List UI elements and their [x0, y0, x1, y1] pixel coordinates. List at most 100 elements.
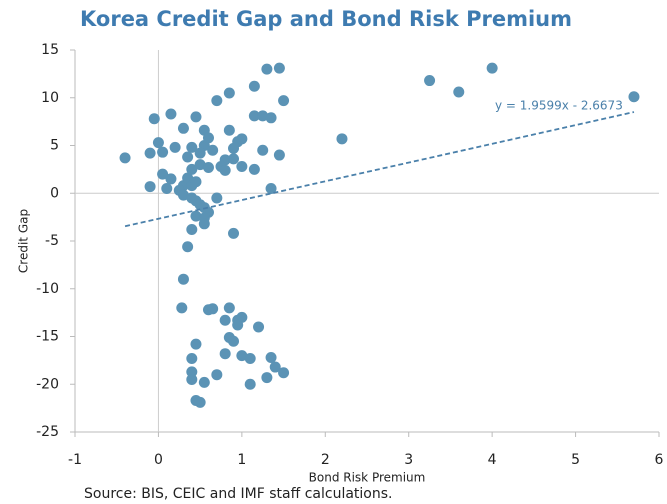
x-tick-label: 3: [404, 452, 413, 468]
point: [223, 302, 235, 314]
x-tick-label: 5: [571, 452, 580, 468]
point: [177, 189, 189, 201]
point: [157, 146, 169, 158]
point: [261, 63, 273, 75]
point: [244, 378, 256, 390]
x-tick-label: 6: [655, 452, 664, 468]
point: [169, 141, 181, 153]
x-axis-label: Bond Risk Premium: [309, 471, 426, 485]
point: [248, 80, 260, 92]
x-tick-label: -1: [68, 452, 82, 468]
point: [273, 62, 285, 74]
point: [219, 164, 231, 176]
point: [148, 113, 160, 125]
point: [190, 338, 202, 350]
point: [211, 369, 223, 381]
point: [202, 132, 214, 144]
source-note: Source: BIS, CEIC and IMF staff calculat…: [84, 486, 392, 502]
point: [198, 218, 210, 230]
point: [177, 273, 189, 285]
point: [228, 227, 240, 239]
point: [177, 122, 189, 134]
point: [144, 181, 156, 193]
x-tick-label: 4: [488, 452, 497, 468]
point: [202, 161, 214, 173]
point: [223, 87, 235, 99]
y-tick-label: -20: [36, 376, 59, 392]
y-tick-label: 5: [50, 138, 59, 154]
point: [219, 348, 231, 360]
point: [236, 161, 248, 173]
point: [223, 124, 235, 136]
point: [278, 367, 290, 379]
point: [248, 163, 260, 175]
point: [198, 376, 210, 388]
point: [253, 321, 265, 333]
point: [278, 95, 290, 107]
point: [186, 163, 198, 175]
point: [424, 75, 436, 87]
y-tick-label: 15: [41, 42, 59, 58]
point: [190, 176, 202, 188]
point: [269, 361, 281, 373]
chart-title: Korea Credit Gap and Bond Risk Premium: [80, 7, 572, 31]
x-tick-label: 2: [321, 452, 330, 468]
point: [453, 86, 465, 98]
y-tick-label: 10: [41, 90, 59, 106]
y-axis-label: Credit Gap: [17, 209, 31, 273]
point: [207, 303, 219, 315]
point: [176, 302, 188, 314]
point: [236, 350, 248, 362]
point: [228, 142, 240, 154]
point: [257, 110, 269, 122]
point: [144, 147, 156, 159]
point: [228, 335, 240, 347]
x-tick-label: 0: [154, 452, 163, 468]
point: [194, 396, 206, 408]
trendline-label: y = 1.9599x - 2.6673: [495, 99, 623, 113]
point: [211, 95, 223, 107]
y-tick-label: -25: [36, 424, 59, 440]
y-tick-label: -15: [36, 329, 59, 345]
point: [228, 153, 240, 165]
y-tick-label: 0: [50, 185, 59, 201]
point: [244, 352, 256, 364]
point: [186, 373, 198, 385]
point: [190, 111, 202, 123]
point: [211, 192, 223, 204]
point: [265, 352, 277, 364]
point: [182, 241, 194, 253]
point: [186, 366, 198, 378]
point: [336, 133, 348, 145]
point: [165, 108, 177, 120]
point: [236, 133, 248, 145]
point: [265, 112, 277, 124]
point: [486, 62, 498, 74]
x-tick-label: 1: [237, 452, 246, 468]
point: [182, 151, 194, 163]
point: [219, 314, 231, 326]
point: [161, 182, 173, 194]
trendline: [124, 111, 635, 228]
point: [157, 168, 169, 180]
point: [194, 147, 206, 159]
point: [186, 224, 198, 236]
y-tick-label: -5: [45, 233, 59, 249]
point: [273, 149, 285, 161]
point: [257, 144, 269, 156]
point: [207, 144, 219, 156]
point: [186, 141, 198, 153]
point: [261, 372, 273, 384]
point: [190, 210, 202, 222]
point: [194, 159, 206, 171]
point: [265, 182, 277, 194]
point: [628, 91, 640, 103]
point: [119, 152, 131, 164]
point: [152, 137, 164, 149]
y-tick-label: -10: [36, 281, 59, 297]
point: [186, 352, 198, 364]
point: [232, 319, 244, 331]
point: [248, 110, 260, 122]
point: [165, 173, 177, 185]
